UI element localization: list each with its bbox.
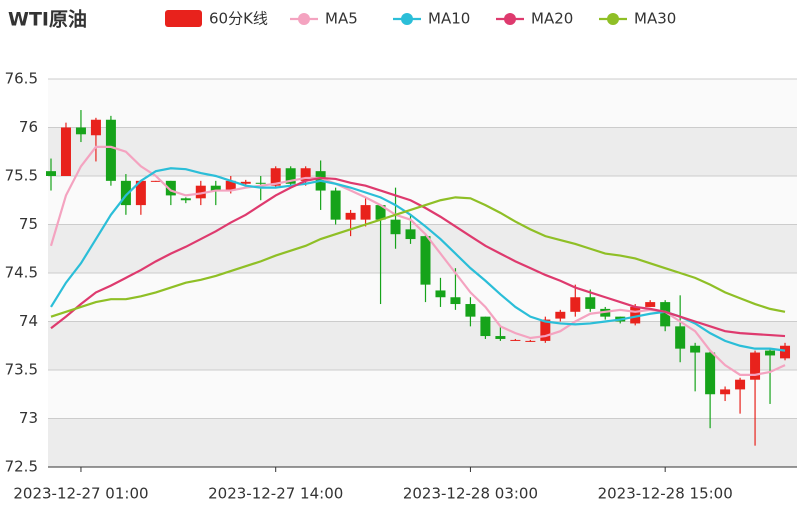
candle-body [270, 168, 281, 186]
candle-body [120, 180, 131, 206]
x-tick-label: 2023-12-28 15:00 [598, 485, 733, 503]
legend-label: MA5 [325, 10, 358, 28]
candle-body [585, 297, 596, 309]
candle-body [150, 180, 161, 182]
legend-dot [298, 13, 310, 25]
candle-body [450, 297, 461, 305]
candle-body [255, 182, 266, 184]
candle-body [405, 229, 416, 240]
candle-body [765, 350, 776, 356]
legend-dot [401, 13, 413, 25]
candle-body [540, 319, 551, 341]
candle-body [735, 379, 746, 390]
candle-body [375, 205, 386, 220]
y-tick-label: 75.5 [5, 167, 38, 185]
candle-body [330, 190, 341, 220]
candle-body [165, 180, 176, 196]
candle-body [510, 339, 521, 341]
candle-body [645, 302, 656, 307]
candle-body [570, 297, 581, 312]
y-tick-label: 73 [19, 409, 38, 427]
candle-body [210, 185, 221, 191]
legend-label: MA20 [531, 10, 573, 28]
y-tick-label: 72.5 [5, 458, 38, 476]
candle-body [420, 236, 431, 285]
x-tick-label: 2023-12-27 14:00 [208, 485, 343, 503]
y-tick-label: 74.5 [5, 264, 38, 282]
candle-body [495, 336, 506, 339]
y-tick-label: 74 [19, 312, 38, 330]
candle-body [675, 326, 686, 349]
candle-body [240, 181, 251, 184]
candle-body [480, 316, 491, 337]
candle-body [135, 180, 146, 206]
y-tick-label: 75 [19, 215, 38, 233]
candle-body [555, 311, 566, 319]
x-tick-label: 2023-12-28 03:00 [403, 485, 538, 503]
y-tick-label: 76 [19, 118, 38, 136]
legend-dot [607, 13, 619, 25]
candle-body [720, 389, 731, 395]
grid-band [48, 79, 797, 128]
candle-body [690, 345, 701, 353]
grid-band [48, 321, 797, 370]
candle-body [45, 171, 56, 176]
grid-band [48, 418, 797, 467]
legend-dot [504, 13, 516, 25]
legend-label: MA10 [428, 10, 470, 28]
legend-label: 60分K线 [209, 10, 268, 28]
candle-body [780, 345, 791, 359]
candle-body [465, 304, 476, 317]
candle-body [225, 180, 236, 191]
x-tick-label: 2023-12-27 01:00 [13, 485, 148, 503]
candle-body [285, 168, 296, 184]
grid-band [48, 176, 797, 225]
candle-body [360, 205, 371, 220]
candle-body [630, 306, 641, 324]
y-tick-label: 76.5 [5, 70, 38, 88]
grid-band [48, 127, 797, 176]
candle-body [195, 185, 206, 199]
candle-body [60, 127, 71, 176]
candle-body [90, 119, 101, 136]
candle-body [660, 302, 671, 327]
ma-line [50, 176, 786, 338]
candle-body [390, 219, 401, 235]
candle-body [435, 290, 446, 298]
candle-body [300, 168, 311, 181]
legend-swatch [165, 10, 202, 27]
ma-line [50, 196, 786, 318]
grid-band [48, 370, 797, 419]
chart-title: WTI原油 [8, 9, 87, 31]
candle-body [180, 198, 191, 201]
candle-body [705, 352, 716, 395]
candle-body [75, 127, 86, 135]
y-tick-label: 73.5 [5, 361, 38, 379]
candle-body [105, 119, 116, 181]
candle-body [750, 352, 761, 380]
legend-label: MA30 [634, 10, 676, 28]
candle-body [345, 212, 356, 220]
candle-body [525, 340, 536, 342]
